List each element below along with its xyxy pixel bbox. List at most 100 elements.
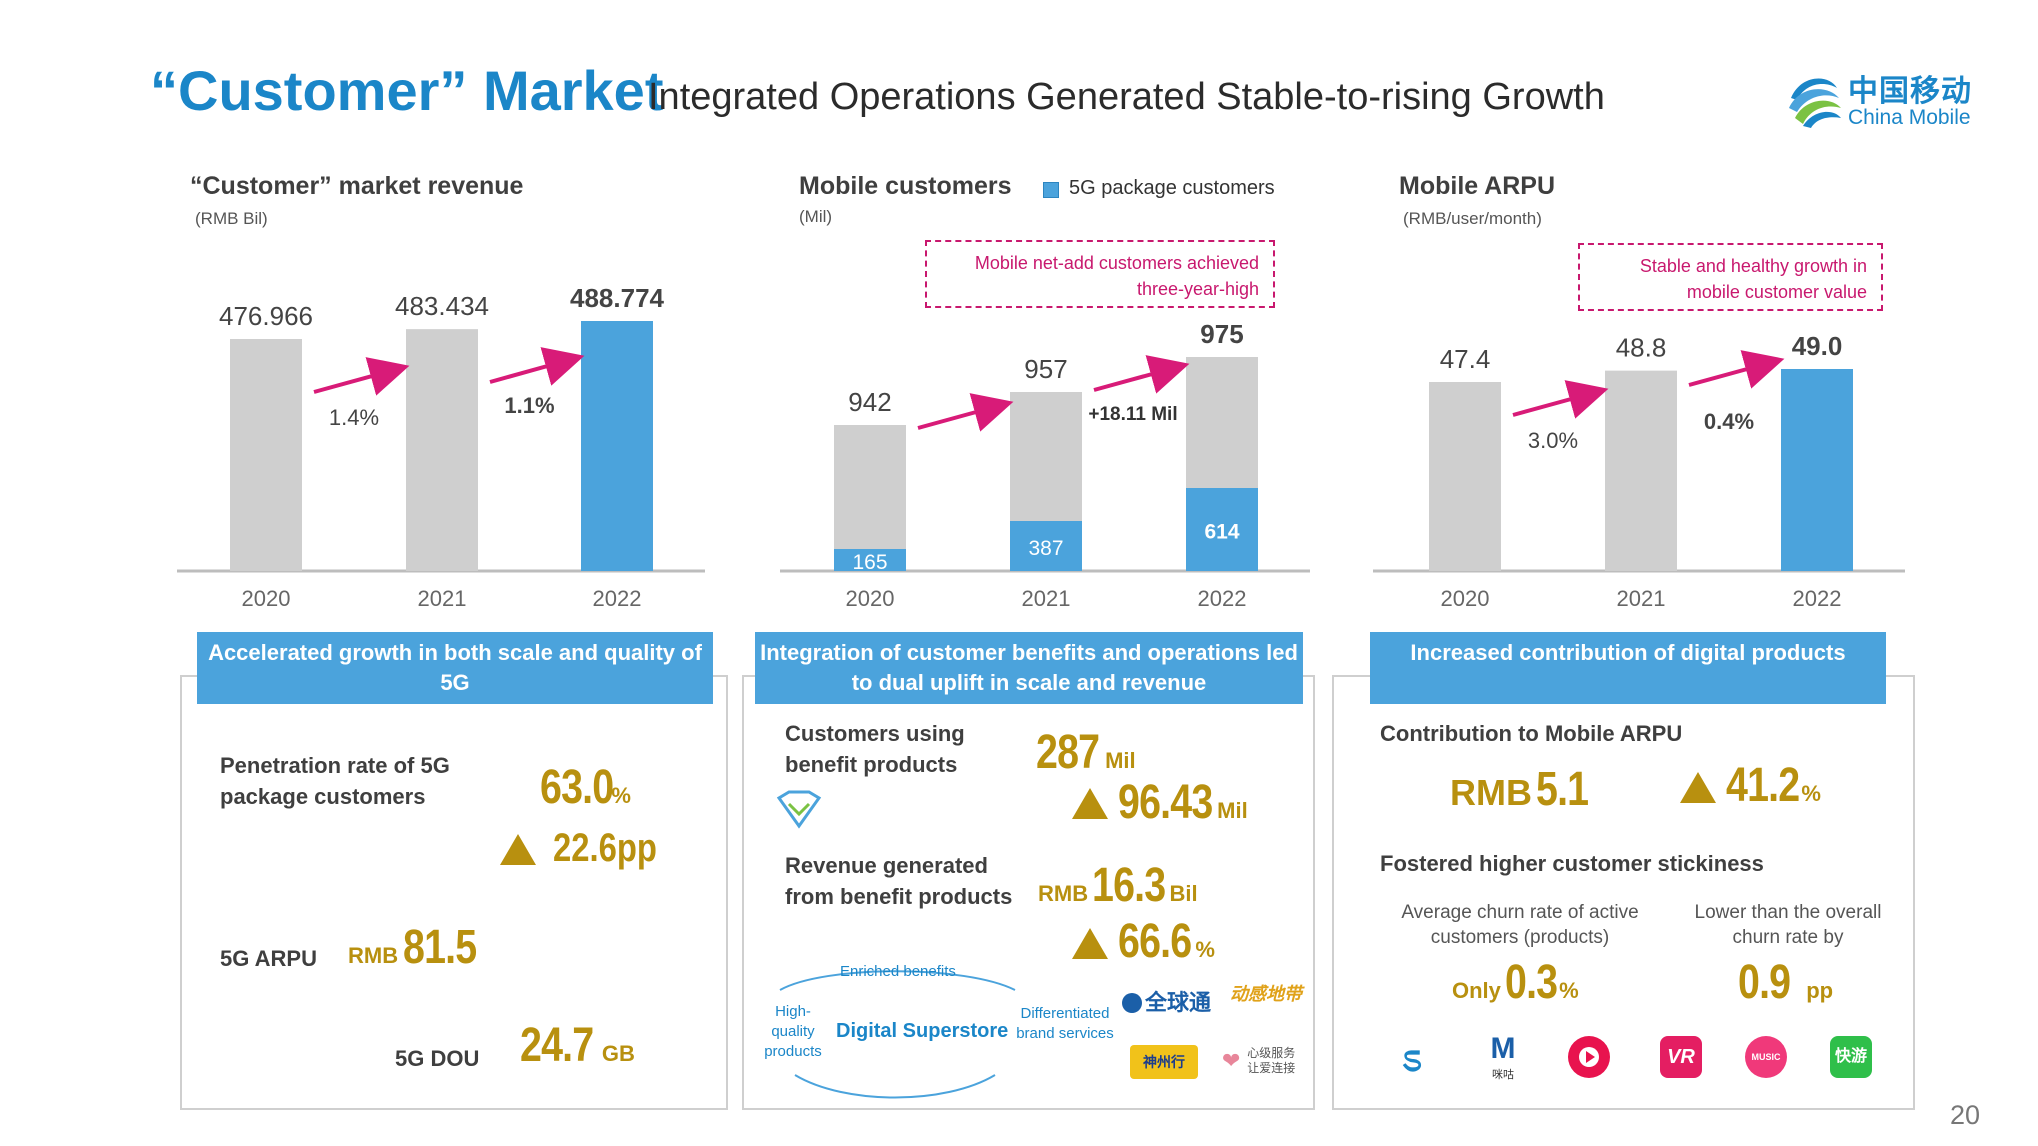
chart1-tick-label: 2021 [418, 586, 467, 611]
chart2-title: Mobile customers [799, 172, 1012, 200]
legend-swatch-5g [1043, 182, 1059, 198]
chart3-bar [1781, 369, 1853, 571]
chart2-annotation: +18.11 Mil [1088, 404, 1177, 425]
brand-qqt-icon [1122, 993, 1142, 1013]
panel-5g-banner: Accelerated growth in both scale and qua… [197, 632, 713, 704]
lower-churn-description: Lower than the overall churn rate by [1694, 902, 1882, 948]
charts-area: 476.966 2020 483.434 2021 488.774 2022 1.4% 1.1… [177, 283, 1905, 611]
brand-service-logo: ❤ 心级服务 让爱连接 [1222, 1046, 1296, 1075]
chart1-growth-label: 1.4% [329, 405, 379, 430]
diagram-digital-superstore: Digital Superstore [836, 1020, 1009, 1042]
churn-description: Average churn rate of active customers (… [1401, 902, 1639, 948]
benefit-revenue-label: Revenue generated from benefit products [785, 853, 1013, 909]
chart1-bar [230, 339, 302, 571]
cloud-app-icon: ಽ [1402, 1038, 1423, 1080]
chart2-bar-5g [834, 549, 906, 571]
chart2-bar-5g [1186, 488, 1258, 571]
5g-arpu-label: 5G ARPU [220, 946, 317, 971]
chart3-growth-label: 0.4% [1704, 409, 1754, 434]
chart3-tick-label: 2020 [1441, 586, 1490, 611]
benefit-customers-value: 287 Mil [1036, 726, 1136, 779]
play-icon [1579, 1047, 1599, 1067]
chart2-unit: (Mil) [799, 207, 833, 226]
penetration-label: Penetration rate of 5G package customers [220, 753, 450, 809]
5g-dou-label: 5G DOU [395, 1046, 480, 1071]
chart1-title: “Customer” market revenue [190, 172, 524, 200]
diagram-enriched-benefits: Enriched benefits [840, 963, 956, 980]
growth-arrow-icon [489, 347, 585, 386]
benefit-revenue-growth: 66.6% [1118, 915, 1215, 968]
chart3-value-label: 48.8 [1616, 333, 1667, 363]
callout-net-add: Mobile net-add customers achieved three-… [925, 240, 1275, 308]
chart2-tick-label: 2022 [1198, 586, 1247, 611]
chart2-tick-label: 2021 [1022, 586, 1071, 611]
chart3-value-label: 47.4 [1440, 344, 1491, 374]
vr-app-icon: VR [1660, 1036, 1702, 1078]
chart3-bar [1605, 370, 1677, 571]
benefit-customers-label: Customers using benefit products [785, 721, 965, 777]
chart2-bar-total [834, 425, 906, 571]
legend-label-5g: 5G package customers [1069, 177, 1275, 199]
diagram-brand-services: Differentiated brand services [1016, 1005, 1114, 1042]
callout-arpu: Stable and healthy growth in mobile cust… [1578, 243, 1883, 311]
chart1-bar [406, 329, 478, 571]
chart3-title: Mobile ARPU [1399, 172, 1556, 200]
panel-digital-banner: Increased contribution of digital produc… [1370, 632, 1886, 704]
chart3-growth-label: 3.0% [1528, 428, 1578, 453]
heart-icon: ❤ [1222, 1048, 1241, 1073]
chart1-unit: (RMB Bil) [195, 209, 268, 228]
lower-churn-value: 0.9 pp [1738, 956, 1834, 1009]
superstore-diagram [779, 970, 1016, 1099]
chart2-bar-5g [1010, 521, 1082, 571]
chart1-value-label: 488.774 [570, 283, 665, 313]
stickiness-label: Fostered higher customer stickiness [1380, 851, 1764, 876]
growth-arrow-icon [1093, 355, 1190, 394]
migu-app-icon: M 咪咕 [1490, 1032, 1516, 1081]
chart1-value-label: 483.434 [395, 291, 489, 321]
penetration-value: 63.0% [540, 761, 631, 814]
video-app-icon [1568, 1036, 1610, 1078]
chart2-5g-label: 387 [1028, 537, 1063, 560]
page-title: “Customer” Market [150, 59, 664, 122]
growth-arrow-icon [917, 393, 1014, 432]
chart1-value-label: 476.966 [219, 301, 313, 331]
chart1-tick-label: 2022 [593, 586, 642, 611]
chart3-bar [1429, 382, 1501, 571]
chart3-tick-label: 2022 [1793, 586, 1842, 611]
brand-qqt-logo: 全球通 [1122, 985, 1211, 1017]
penetration-growth: 22.6pp [553, 826, 657, 870]
chart2-tick-label: 2020 [846, 586, 895, 611]
contribution-value: RMB 5.1 [1450, 763, 1590, 816]
benefit-customers-growth: 96.43 Mil [1118, 776, 1248, 829]
chart3-value-label: 49.0 [1792, 331, 1843, 361]
chart3-unit: (RMB/user/month) [1403, 209, 1542, 228]
china-mobile-logo-icon [1789, 78, 1841, 128]
logo-chinese: 中国移动 [1848, 75, 1972, 108]
chart1-tick-label: 2020 [242, 586, 291, 611]
page-number: 20 [1950, 1100, 1981, 1130]
chart2-5g-label: 614 [1204, 521, 1239, 544]
growth-arrow-icon [313, 357, 410, 396]
up-triangle-icon [1072, 788, 1108, 824]
5g-arpu-value: RMB 81.5 [348, 921, 477, 974]
contribution-label: Contribution to Mobile ARPU [1380, 721, 1683, 746]
benefit-revenue-value: RMB16.3 Bil [1038, 859, 1198, 912]
up-triangle-icon [1680, 772, 1716, 808]
chart3-tick-label: 2021 [1617, 586, 1666, 611]
panel-benefits-banner: Integration of customer benefits and ope… [755, 632, 1303, 704]
chart2-5g-label: 165 [852, 551, 887, 574]
music-app-icon: MUSIC [1745, 1036, 1787, 1078]
page-subtitle: Integrated Operations Generated Stable-t… [648, 76, 1605, 118]
brand-shenzhouxing-logo: 神州行 [1130, 1045, 1198, 1079]
5g-dou-value: 24.7 GB [520, 1019, 635, 1072]
diagram-quality-products: High-quality products [764, 1003, 822, 1060]
contribution-growth: 41.2% [1726, 759, 1821, 812]
chart1-growth-label: 1.1% [504, 393, 554, 418]
diamond-icon [776, 790, 822, 829]
up-triangle-icon [500, 834, 536, 870]
growth-arrow-icon [1688, 350, 1785, 389]
chart2-value-label: 942 [848, 387, 891, 417]
chart2-value-label: 975 [1200, 319, 1243, 349]
growth-arrow-icon [1512, 380, 1609, 419]
churn-value: Only 0.3% [1452, 956, 1579, 1009]
